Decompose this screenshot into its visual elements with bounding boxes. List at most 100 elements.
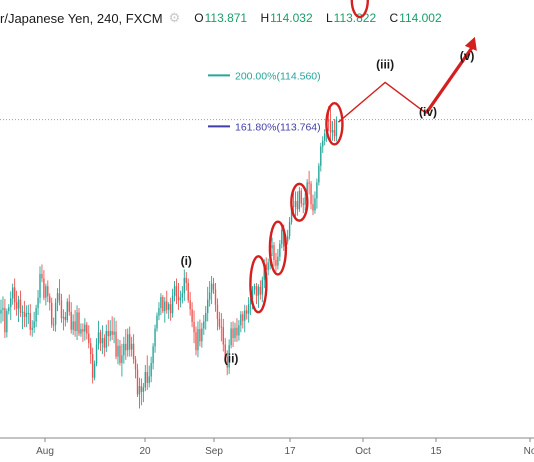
- ohlc-open-key: O: [194, 11, 204, 25]
- candle-body: [166, 301, 168, 310]
- candle-body: [41, 274, 43, 279]
- candle-body: [329, 121, 332, 133]
- wave-label: (ii): [224, 351, 239, 365]
- candle-body: [146, 372, 148, 383]
- candle-body: [179, 297, 182, 301]
- candle-body: [52, 324, 55, 326]
- candle-body: [240, 314, 242, 326]
- candle-body: [191, 309, 193, 323]
- ohlc-close-value: 114.002: [399, 11, 442, 25]
- candle-body: [107, 331, 109, 337]
- candle-body: [281, 229, 283, 244]
- candle-body: [203, 321, 205, 329]
- candle-body: [300, 190, 302, 204]
- ohlc-high-key: H: [260, 11, 270, 25]
- candle-body: [111, 331, 113, 335]
- candle-body: [271, 245, 273, 249]
- candle-body: [80, 329, 82, 334]
- candle-body: [236, 327, 238, 336]
- x-tick-label: No: [524, 446, 534, 457]
- candle-body: [60, 300, 63, 319]
- ohlc-close-key: C: [389, 11, 399, 25]
- candle-body: [212, 283, 215, 290]
- candle-body: [148, 376, 150, 383]
- candle-body: [197, 329, 199, 351]
- ohlc-low-key: L: [325, 11, 333, 25]
- candle-body: [62, 316, 65, 319]
- candle-body: [322, 140, 324, 147]
- wave-highlight-ellipse: [290, 182, 309, 222]
- candle-body: [226, 356, 228, 368]
- candle-body: [0, 309, 2, 314]
- x-tick-label: 17: [284, 446, 296, 457]
- candle-body: [84, 324, 86, 332]
- candle-body: [127, 334, 129, 351]
- candle-body: [47, 286, 49, 297]
- candle-body: [267, 262, 269, 271]
- candle-body: [109, 331, 111, 337]
- candle-body: [181, 293, 184, 298]
- candle-body: [113, 331, 115, 335]
- candle-body: [177, 296, 180, 301]
- candle-body: [193, 322, 195, 333]
- candle-body: [119, 345, 121, 364]
- candle-body: [70, 311, 72, 330]
- wave-highlight-ellipse: [325, 101, 344, 146]
- candle-body: [19, 299, 22, 313]
- candle-body: [263, 264, 265, 280]
- wave-label: (v): [460, 49, 475, 63]
- gear-icon[interactable]: ⚙: [168, 10, 181, 25]
- ohlc-low-value: 113.822: [333, 11, 377, 25]
- candle-body: [144, 372, 146, 388]
- candle-body: [283, 229, 285, 247]
- candle-body: [82, 329, 84, 332]
- candle-body: [222, 327, 224, 345]
- ohlc-high-value: 114.032: [270, 11, 313, 25]
- candle-body: [31, 327, 33, 330]
- candle-body: [324, 133, 326, 141]
- candle-body: [259, 286, 262, 295]
- candle-body: [286, 236, 289, 242]
- candle-body: [105, 331, 107, 348]
- candle-body: [129, 334, 131, 350]
- candle-body: [210, 283, 213, 293]
- candle-body: [318, 165, 320, 183]
- candle-body: [93, 363, 96, 378]
- candle-body: [304, 197, 306, 205]
- candle-body: [88, 333, 90, 344]
- wave-highlight-ellipse: [249, 255, 268, 314]
- candle-body: [273, 245, 275, 260]
- candle-body: [320, 146, 322, 166]
- candle-body: [277, 256, 279, 266]
- candle-body: [121, 355, 123, 364]
- ohlc-open-value: 113.871: [204, 11, 248, 25]
- wave-arrow-head: [464, 36, 477, 51]
- candle-body: [45, 286, 47, 298]
- candle-body: [103, 338, 106, 348]
- candle-body: [185, 277, 187, 283]
- candle-body: [208, 292, 211, 300]
- symbol-title: r/Japanese Yen, 240, FXCM: [0, 10, 163, 26]
- candle-body: [187, 282, 189, 301]
- candle-body: [27, 313, 29, 315]
- candle-body: [136, 369, 139, 395]
- x-tick-label: 20: [139, 446, 151, 457]
- candle-body: [290, 206, 293, 223]
- candle-body: [214, 289, 217, 305]
- candle-body: [72, 321, 74, 330]
- candle-body: [86, 324, 88, 334]
- wave-label: (iii): [376, 57, 394, 71]
- candle-body: [238, 325, 240, 336]
- chart-header: r/Japanese Yen, 240, FXCM ⚙ O113.871 H11…: [0, 9, 452, 27]
- candle-body: [169, 304, 172, 314]
- candle-body: [54, 302, 57, 325]
- candle-body: [253, 286, 256, 290]
- candle-body: [95, 344, 98, 364]
- candle-body: [97, 332, 100, 345]
- wave-label: (i): [181, 254, 192, 268]
- candle-body: [13, 287, 16, 303]
- candle-body: [99, 332, 102, 344]
- candle-body: [279, 243, 281, 257]
- candle-body: [115, 331, 117, 357]
